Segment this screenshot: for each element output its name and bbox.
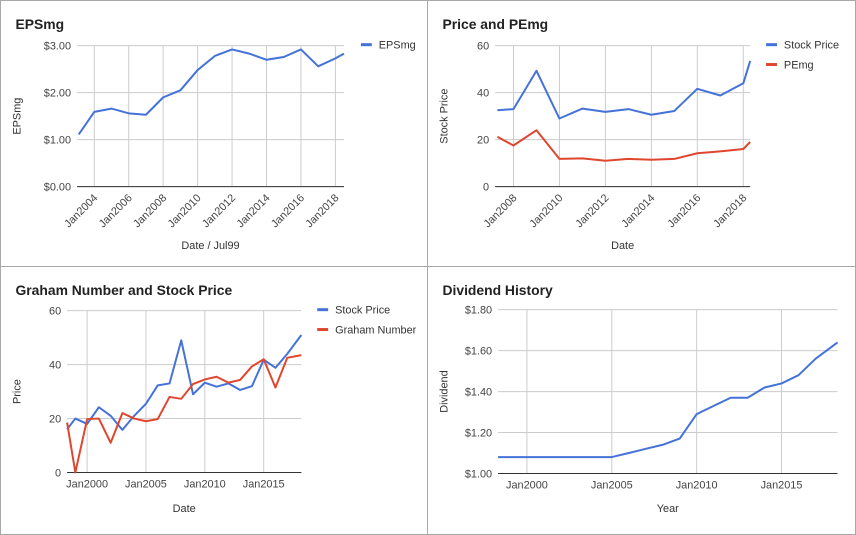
legend-label: Stock Price	[784, 40, 839, 52]
y-axis-label: Price	[11, 379, 23, 404]
x-tick-label: Jan2010	[184, 478, 226, 490]
y-tick-label: $0.00	[44, 182, 71, 194]
x-tick-label: Jan2016	[269, 192, 307, 230]
x-tick-label: Jan2010	[166, 192, 204, 230]
series-line-pemg	[496, 129, 751, 162]
y-tick-label: 0	[483, 182, 489, 194]
series-line-series	[498, 341, 839, 459]
chart-title: Price and PEmg	[443, 16, 549, 32]
legend-label: EPSmg	[379, 40, 416, 52]
x-axis-label: Date	[611, 240, 634, 252]
x-tick-label: Jan2015	[243, 478, 285, 490]
x-tick-label: Jan2014	[619, 192, 657, 230]
chart-svg: EPSmg$0.00$1.00$2.00$3.00Jan2004Jan2006J…	[11, 16, 416, 252]
y-tick-label: $1.80	[465, 305, 492, 317]
chart-panel-epsmg: EPSmg $0.00 $1.00 $2.00 $3.00 Jan2004 Jan2006 J…	[0, 0, 428, 267]
x-tick-label: Jan2010	[527, 192, 565, 230]
chart-panel-graham-number: Graham Number and Stock Price 0 20 40 60 Jan2…	[0, 266, 428, 535]
y-tick-label: 60	[477, 41, 489, 53]
legend-label: Graham Number	[335, 325, 417, 337]
y-tick-label: $1.00	[44, 135, 71, 147]
y-tick-label: $2.00	[44, 88, 71, 100]
y-axis-label: Dividend	[438, 370, 450, 412]
x-tick-label: Jan2015	[761, 479, 803, 491]
x-tick-label: Jan2010	[676, 479, 718, 491]
series-line-graham-number	[66, 354, 302, 474]
y-tick-label: 40	[49, 360, 61, 372]
y-tick-label: $3.00	[44, 41, 71, 53]
x-tick-label: Jan2012	[200, 192, 238, 230]
x-axis-label: Date	[173, 503, 196, 515]
chart-panel-price-and-pemg: Price and PEmg 0 20 40 60 Jan2008 Jan2010 Jan20…	[427, 0, 856, 267]
legend-label: PEmg	[784, 59, 814, 71]
y-tick-label: $1.40	[465, 387, 492, 399]
x-tick-label: Jan2006	[97, 192, 135, 230]
x-tick-label: Jan2018	[711, 192, 749, 230]
x-tick-label: Jan2005	[591, 479, 633, 491]
x-tick-label: Jan2012	[573, 192, 611, 230]
y-tick-label: $1.00	[465, 468, 492, 480]
y-tick-label: 0	[55, 467, 61, 479]
x-tick-label: Jan2000	[66, 478, 108, 490]
y-tick-label: $1.20	[465, 427, 492, 439]
x-axis-label: Date / Jul99	[181, 240, 239, 252]
x-axis-label: Year	[657, 503, 679, 515]
x-tick-label: Jan2008	[131, 192, 169, 230]
x-tick-label: Jan2000	[506, 479, 548, 491]
chart-svg: Dividend History $1.00 $1.20 $1.40 $1.60 $1.8…	[438, 282, 839, 515]
series-line-epsmg	[77, 48, 345, 136]
y-axis-label: Stock Price	[438, 89, 450, 144]
x-tick-label: Jan2014	[235, 192, 273, 230]
chart-title: Graham Number and Stock Price	[15, 282, 232, 298]
series-line-stock-price	[497, 60, 752, 120]
y-tick-label: $1.60	[465, 346, 492, 358]
legend-label: Stock Price	[335, 305, 390, 317]
x-tick-label: Jan2018	[303, 192, 341, 230]
y-tick-label: 20	[477, 135, 489, 147]
y-tick-label: 20	[49, 414, 61, 426]
x-tick-label: Jan2008	[481, 192, 519, 230]
x-tick-label: Jan2004	[62, 192, 100, 230]
y-tick-label: 60	[49, 306, 61, 318]
chart-panel-dividend-history: Dividend History $1.00 $1.20 $1.40 $1.60 $1.8…	[427, 266, 856, 535]
x-tick-label: Jan2005	[125, 478, 167, 490]
y-tick-label: 40	[477, 88, 489, 100]
x-tick-label: Jan2016	[665, 192, 703, 230]
chart-title: Dividend History	[442, 282, 553, 298]
chart-svg: Graham Number and Stock Price 0 20 40 60 Jan2…	[11, 282, 417, 515]
y-axis-label: EPSmg	[11, 98, 23, 135]
series-line-stock-price	[66, 334, 303, 431]
chart-title: EPSmg	[15, 16, 64, 32]
